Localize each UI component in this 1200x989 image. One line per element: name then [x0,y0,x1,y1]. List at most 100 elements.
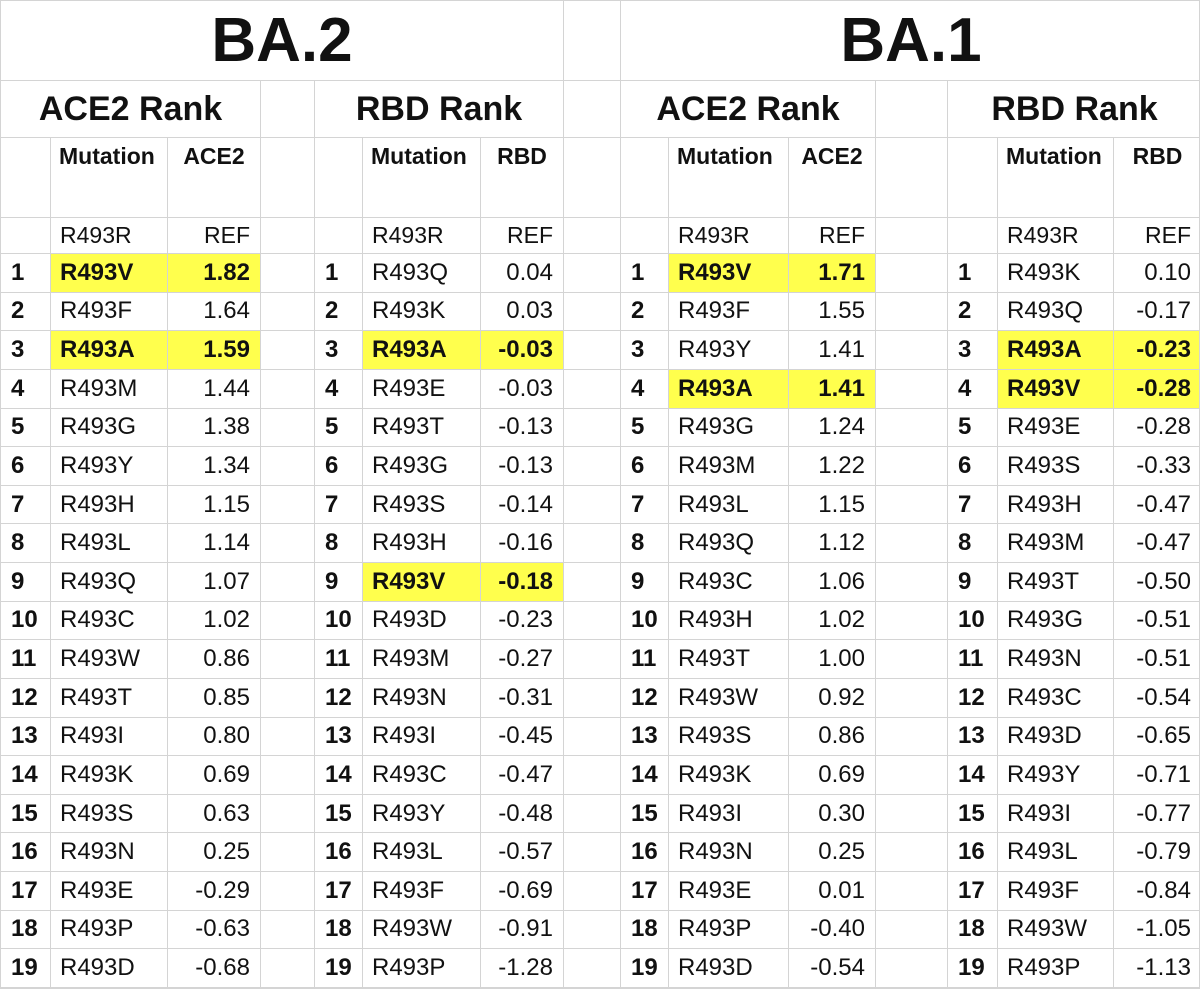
mutation-cell[interactable]: R493F [51,292,168,331]
mutation-cell[interactable]: R493V [669,254,789,292]
mutation-cell[interactable]: R493E [998,408,1114,447]
mutation-cell[interactable]: R493C [363,756,481,794]
value-cell[interactable]: -0.14 [481,485,564,524]
variant-title-ba1[interactable]: BA.1 [840,6,982,75]
value-cell[interactable]: -0.13 [481,408,564,447]
value-cell[interactable]: -0.51 [1136,606,1191,634]
rank-cell[interactable]: 16 [621,833,669,871]
value-cell[interactable]: -0.45 [481,717,564,756]
rank-cell[interactable]: 8 [621,524,669,562]
rank-header-cell[interactable] [948,138,998,217]
rank-cell[interactable]: 15 [621,794,669,833]
mutation-cell[interactable]: R493C [51,601,168,640]
mutation-cell[interactable]: R493T [998,563,1114,601]
mutation-cell[interactable]: R493K [669,756,789,794]
value-cell[interactable]: 1.55 [789,292,876,331]
rank-cell[interactable]: 1 [948,254,998,292]
mutation-cell[interactable]: R493H [998,485,1114,524]
value-cell[interactable]: -0.69 [481,872,564,910]
ref-mutation-cell[interactable]: R493R [998,218,1114,253]
rank-cell[interactable]: 15 [315,794,363,833]
rank-cell[interactable]: 17 [621,872,669,910]
value-cell[interactable]: -1.28 [481,949,564,987]
mutation-cell[interactable]: R493A [51,331,168,369]
value-cell[interactable]: -0.13 [481,447,564,485]
rank-cell[interactable]: 15 [1,794,51,833]
rank-cell[interactable]: 2 [948,292,998,331]
mutation-cell[interactable]: R493W [363,910,481,949]
mutation-cell[interactable]: R493D [51,949,168,987]
value-cell[interactable]: -0.54 [789,949,876,987]
mutation-cell[interactable]: R493N [51,833,168,871]
rank-header-cell[interactable] [1,138,51,217]
value-cell[interactable]: 1.64 [168,292,261,331]
mutation-cell[interactable]: R493T [51,678,168,717]
rank-cell[interactable]: 9 [1,563,51,601]
rank-cell[interactable]: 5 [1,408,51,447]
rank-cell[interactable]: 17 [1,872,51,910]
mutation-cell[interactable]: R493S [669,717,789,756]
rank-cell[interactable]: 2 [621,292,669,331]
rank-cell[interactable]: 19 [315,949,363,987]
value-cell[interactable]: 1.06 [789,563,876,601]
mutation-cell[interactable]: R493E [363,369,481,408]
mutation-cell[interactable]: R493D [363,601,481,640]
value-cell[interactable]: -0.57 [481,833,564,871]
value-cell[interactable]: -0.33 [1136,451,1191,479]
rank-cell[interactable]: 16 [315,833,363,871]
rank-cell[interactable]: 6 [948,447,998,485]
rank-cell[interactable]: 14 [315,756,363,794]
rank-cell[interactable]: 19 [1,949,51,987]
value-cell[interactable]: 1.24 [789,408,876,447]
rank-cell[interactable]: 6 [315,447,363,485]
mutation-cell[interactable]: R493E [669,872,789,910]
column-header-value[interactable]: RBD [481,138,564,217]
ref-mutation-cell[interactable]: R493R [363,218,481,253]
value-cell[interactable]: -0.27 [481,640,564,678]
rank-cell[interactable]: 7 [1,485,51,524]
value-cell[interactable]: 1.44 [168,369,261,408]
mutation-cell[interactable]: R493I [51,717,168,756]
mutation-cell[interactable]: R493Y [669,331,789,369]
rank-cell[interactable]: 18 [948,910,998,949]
value-cell[interactable]: 1.71 [789,254,876,292]
value-cell[interactable]: -0.51 [1136,645,1191,673]
rank-cell[interactable]: 4 [315,369,363,408]
rank-cell[interactable]: 4 [621,369,669,408]
value-cell[interactable]: -0.03 [481,369,564,408]
rank-cell[interactable]: 15 [948,794,998,833]
rank-cell[interactable]: 1 [1,254,51,292]
mutation-cell[interactable]: R493G [669,408,789,447]
ref-mutation-cell[interactable]: R493R [669,218,789,253]
mutation-cell[interactable]: R493I [998,794,1114,833]
rank-cell[interactable]: 1 [315,254,363,292]
mutation-cell[interactable]: R493Q [998,292,1114,331]
rank-cell[interactable]: 10 [621,601,669,640]
mutation-cell[interactable]: R493V [998,369,1114,408]
value-cell[interactable]: -0.28 [1136,413,1191,441]
ref-value-cell[interactable]: REF [789,218,876,253]
mutation-cell[interactable]: R493C [998,678,1114,717]
mutation-cell[interactable]: R493F [363,872,481,910]
rank-cell[interactable]: 19 [621,949,669,987]
rank-cell[interactable]: 8 [1,524,51,562]
value-cell[interactable]: 0.01 [789,872,876,910]
value-cell[interactable]: -0.47 [1136,490,1191,518]
section-title-ba1-ace2[interactable]: ACE2 Rank [621,81,876,137]
section-title-ba2-rbd[interactable]: RBD Rank [315,81,564,137]
mutation-cell[interactable]: R493T [669,640,789,678]
value-cell[interactable]: -1.05 [1136,915,1191,943]
value-cell[interactable]: 1.15 [168,485,261,524]
rank-cell[interactable]: 9 [948,563,998,601]
rank-cell[interactable]: 19 [948,949,998,987]
mutation-cell[interactable]: R493G [51,408,168,447]
mutation-cell[interactable]: R493F [669,292,789,331]
value-cell[interactable]: 0.85 [168,678,261,717]
mutation-cell[interactable]: R493S [998,447,1114,485]
value-cell[interactable]: -0.79 [1136,838,1191,866]
value-cell[interactable]: 0.80 [168,717,261,756]
mutation-cell[interactable]: R493H [363,524,481,562]
rank-cell[interactable]: 13 [1,717,51,756]
rank-cell[interactable]: 9 [315,563,363,601]
ref-value-cell[interactable]: REF [168,218,261,253]
